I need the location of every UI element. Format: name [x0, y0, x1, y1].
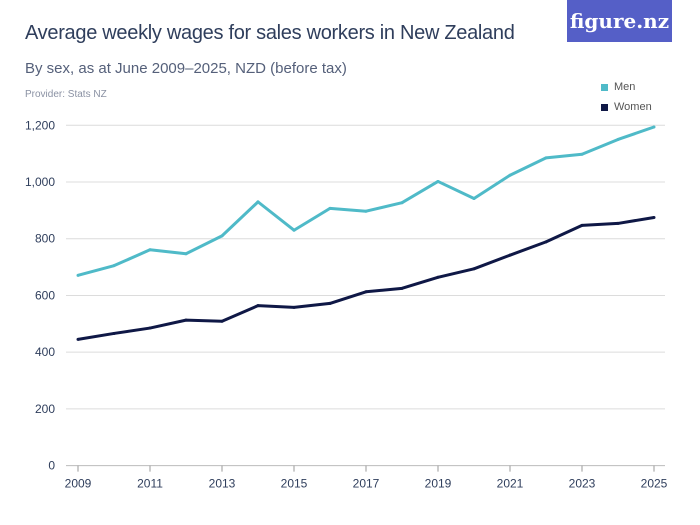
series-line-women	[77, 215, 655, 341]
x-tick-label: 2013	[209, 477, 236, 491]
data-point-men	[544, 156, 548, 160]
data-point-women	[508, 253, 512, 257]
x-tick-label: 2011	[137, 477, 163, 491]
legend-label-women: Women	[614, 101, 652, 113]
y-tick-label: 1,200	[25, 118, 55, 132]
x-tick-label: 2021	[497, 477, 524, 491]
data-point-women	[400, 286, 404, 290]
data-point-women	[220, 319, 224, 323]
y-tick-label: 400	[35, 345, 55, 359]
y-tick-label: 0	[48, 459, 55, 473]
chart-title: Average weekly wages for sales workers i…	[25, 22, 515, 44]
legend-item-women: Women	[601, 97, 652, 117]
data-point-women	[436, 275, 440, 279]
y-tick-label: 800	[35, 232, 55, 246]
data-point-women	[292, 305, 296, 309]
data-point-women	[544, 240, 548, 244]
legend-swatch-men	[601, 83, 608, 91]
data-point-women	[652, 215, 656, 219]
legend-label-men: Men	[614, 81, 636, 93]
data-point-men	[580, 152, 584, 156]
x-tick-label: 2023	[569, 477, 596, 491]
data-point-women	[580, 223, 584, 227]
legend: Men Women	[601, 77, 652, 117]
x-tick-label: 2019	[425, 477, 452, 491]
data-point-women	[112, 331, 116, 335]
data-point-men	[220, 234, 224, 238]
x-tick-label: 2025	[641, 477, 668, 491]
data-point-men	[616, 137, 620, 141]
data-point-women	[472, 267, 476, 271]
series-line-men	[77, 125, 655, 277]
data-point-men	[256, 200, 260, 204]
y-tick-label: 600	[35, 288, 55, 302]
data-point-women	[184, 318, 188, 322]
data-point-men	[112, 264, 116, 268]
data-point-men	[364, 209, 368, 213]
provider-label: Provider: Stats NZ	[25, 89, 107, 100]
data-point-men	[184, 252, 188, 256]
data-point-women	[256, 304, 260, 308]
data-point-men	[508, 173, 512, 177]
y-tick-label: 200	[35, 402, 55, 416]
data-point-women	[328, 301, 332, 305]
data-point-men	[76, 273, 80, 277]
data-point-women	[616, 221, 620, 225]
data-point-men	[436, 179, 440, 183]
x-tick-label: 2017	[353, 477, 380, 491]
legend-item-men: Men	[601, 77, 652, 97]
data-point-men	[328, 206, 332, 210]
chart-subtitle: By sex, as at June 2009–2025, NZD (befor…	[25, 60, 347, 77]
data-point-men	[400, 201, 404, 205]
data-point-women	[364, 290, 368, 294]
x-tick-label: 2009	[65, 477, 92, 491]
data-point-men	[652, 125, 656, 129]
data-point-men	[148, 248, 152, 252]
figure-nz-logo[interactable]: figure.nz	[567, 0, 672, 42]
y-tick-label: 1,000	[25, 175, 55, 189]
data-point-women	[76, 337, 80, 341]
data-point-men	[292, 228, 296, 232]
legend-swatch-women	[601, 103, 608, 111]
data-point-women	[148, 326, 152, 330]
data-point-men	[472, 196, 476, 200]
x-tick-label: 2015	[281, 477, 308, 491]
